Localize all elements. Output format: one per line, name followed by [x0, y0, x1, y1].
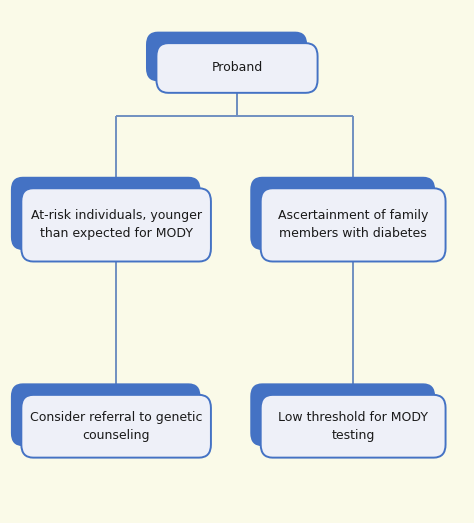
FancyBboxPatch shape: [21, 188, 211, 262]
FancyBboxPatch shape: [21, 395, 211, 458]
FancyBboxPatch shape: [261, 188, 446, 262]
FancyBboxPatch shape: [250, 177, 435, 250]
Text: Low threshold for MODY
testing: Low threshold for MODY testing: [278, 411, 428, 442]
Text: At-risk individuals, younger
than expected for MODY: At-risk individuals, younger than expect…: [31, 209, 201, 241]
Text: Proband: Proband: [211, 62, 263, 74]
Text: Ascertainment of family
members with diabetes: Ascertainment of family members with dia…: [278, 209, 428, 241]
FancyBboxPatch shape: [146, 31, 307, 82]
FancyBboxPatch shape: [250, 383, 435, 446]
FancyBboxPatch shape: [261, 395, 446, 458]
FancyBboxPatch shape: [11, 383, 201, 446]
FancyBboxPatch shape: [156, 43, 318, 93]
FancyBboxPatch shape: [11, 177, 201, 250]
Text: Consider referral to genetic
counseling: Consider referral to genetic counseling: [30, 411, 202, 442]
